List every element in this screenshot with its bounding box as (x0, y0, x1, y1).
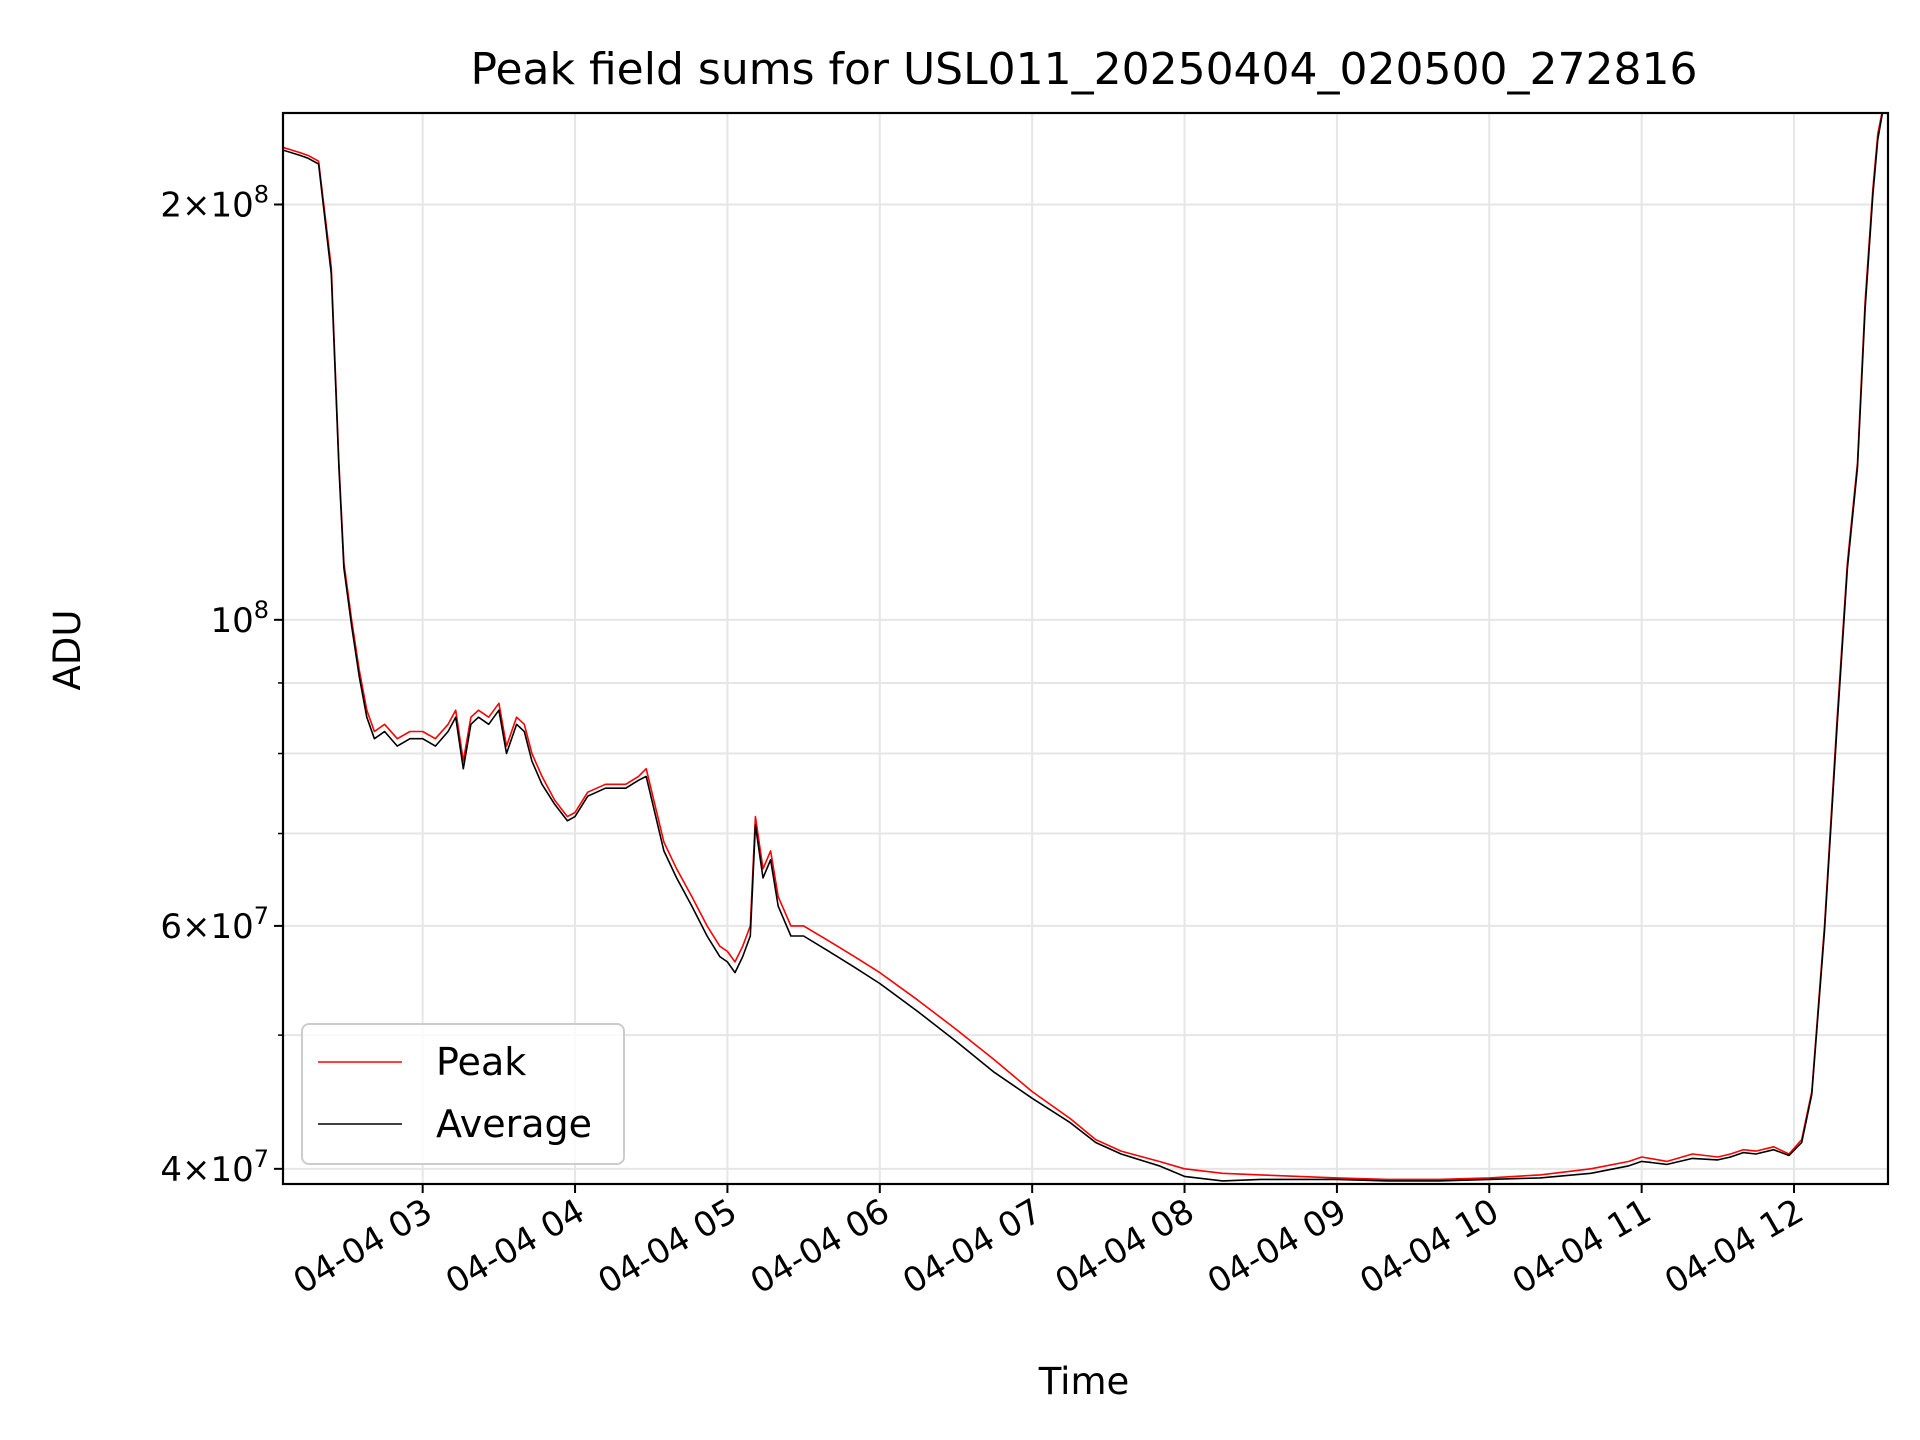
y-tick-label: 4×107 (160, 1145, 269, 1190)
y-axis-label: ADU (46, 610, 89, 691)
grid (283, 113, 1888, 1184)
y-tick-label: 108 (210, 596, 269, 641)
legend-box (301, 1023, 625, 1165)
plot-lines (283, 113, 1884, 1182)
x-axis-label: Time (1038, 1360, 1130, 1403)
series-line-average (283, 113, 1884, 1182)
chart-title: Peak field sums for USL011_20250404_0205… (471, 44, 1698, 95)
legend: Peak Average (301, 1023, 625, 1165)
y-tick-label: 6×107 (160, 902, 269, 947)
axes-frame (281, 111, 1890, 1186)
legend-label-peak: Peak (436, 1040, 526, 1084)
legend-label-average: Average (436, 1102, 592, 1146)
series-line-peak (283, 113, 1883, 1181)
y-tick-label: 2×108 (160, 181, 269, 226)
